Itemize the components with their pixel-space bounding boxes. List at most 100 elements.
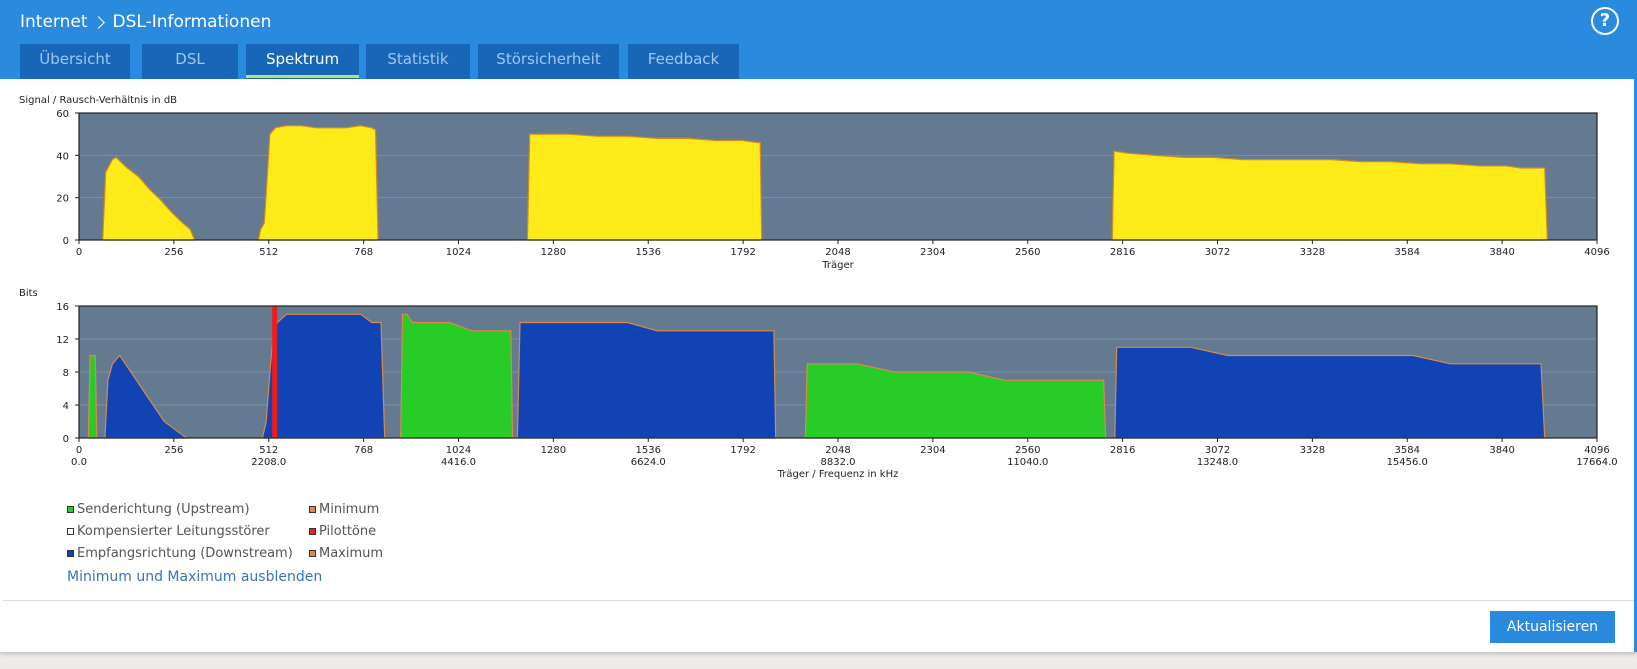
y-axis-title: Bits xyxy=(19,288,38,299)
x-tick-label: 1280 xyxy=(541,247,566,258)
tab-statistik[interactable]: Statistik xyxy=(366,44,470,79)
x-tick-label: 1792 xyxy=(730,445,755,456)
legend-compensated: Kompensierter Leitungsstörer xyxy=(67,524,270,539)
x-tick-label: 2816 xyxy=(1110,247,1135,258)
x-tick-label: 3072 xyxy=(1205,445,1230,456)
y-tick-label: 20 xyxy=(56,194,69,205)
x-tick-label: 4096 xyxy=(1584,445,1609,456)
tab-label: Statistik xyxy=(387,50,449,68)
x-axis-title: Träger / Frequenz in kHz xyxy=(777,469,899,480)
legend-label: Minimum xyxy=(319,502,380,517)
legend-label: Empfangsrichtung (Downstream) xyxy=(77,546,293,561)
x-tick-label: 2304 xyxy=(920,445,945,456)
legend-downstream: Empfangsrichtung (Downstream) xyxy=(67,546,293,561)
y-tick-label: 0 xyxy=(63,434,69,445)
downstream-area xyxy=(516,321,777,439)
legend-maximum: Maximum xyxy=(309,546,383,561)
tab-uebersicht[interactable]: Übersicht xyxy=(20,44,130,79)
snr-area xyxy=(1111,150,1548,241)
x-tick-label: 256 xyxy=(164,247,183,258)
tab-feedback[interactable]: Feedback xyxy=(628,44,739,79)
x-tick-label: 2048 xyxy=(825,247,850,258)
freq-tick-label: 13248.0 xyxy=(1197,457,1238,468)
x-tick-label: 256 xyxy=(164,445,183,456)
tab-label: Feedback xyxy=(647,50,720,68)
x-tick-label: 512 xyxy=(259,445,278,456)
upstream-area xyxy=(804,363,1107,439)
x-tick-label: 3584 xyxy=(1395,247,1420,258)
help-icon[interactable]: ? xyxy=(1591,7,1619,35)
x-tick-label: 2560 xyxy=(1015,445,1040,456)
tab-label: Übersicht xyxy=(39,50,111,68)
downstream-area xyxy=(261,313,386,439)
page-title: DSL-Informationen xyxy=(112,12,272,32)
breadcrumb: Internet DSL-Informationen xyxy=(20,10,271,34)
main-window: Internet DSL-Informationen ? Übersicht D… xyxy=(0,0,1637,652)
x-tick-label: 3584 xyxy=(1395,445,1420,456)
tab-stoersicherheit[interactable]: Störsicherheit xyxy=(478,44,619,79)
legend-pilot: Pilottöne xyxy=(309,524,376,539)
downstream-area xyxy=(1114,346,1546,439)
upstream-area xyxy=(400,313,514,439)
x-tick-label: 3328 xyxy=(1300,445,1325,456)
upstream-area xyxy=(87,354,98,439)
y-tick-label: 0 xyxy=(63,236,69,247)
snr-area xyxy=(526,133,763,241)
snr-area xyxy=(257,125,379,241)
x-tick-label: 2048 xyxy=(825,445,850,456)
legend-label: Kompensierter Leitungsstörer xyxy=(77,524,270,539)
toggle-minmax-link[interactable]: Minimum und Maximum ausblenden xyxy=(67,569,323,585)
y-tick-label: 12 xyxy=(56,335,69,346)
tab-label: Störsicherheit xyxy=(496,50,601,68)
tab-spektrum[interactable]: Spektrum xyxy=(246,44,359,79)
x-tick-label: 1792 xyxy=(730,247,755,258)
x-tick-label: 3840 xyxy=(1489,247,1514,258)
x-tick-label: 768 xyxy=(354,247,373,258)
freq-tick-label: 11040.0 xyxy=(1007,457,1048,468)
x-tick-label: 1280 xyxy=(541,445,566,456)
freq-tick-label: 15456.0 xyxy=(1387,457,1428,468)
x-tick-label: 1024 xyxy=(446,445,471,456)
x-tick-label: 2560 xyxy=(1015,247,1040,258)
x-tick-label: 1024 xyxy=(446,247,471,258)
x-axis-title: Träger xyxy=(821,260,854,271)
x-tick-label: 4096 xyxy=(1584,247,1609,258)
y-tick-label: 4 xyxy=(63,401,69,412)
legend-swatch xyxy=(309,528,316,535)
pilot-tone-mark xyxy=(272,306,278,438)
legend-swatch xyxy=(67,550,74,557)
x-tick-label: 2304 xyxy=(920,247,945,258)
legend-swatch xyxy=(67,528,74,535)
freq-tick-label: 8832.0 xyxy=(821,457,856,468)
legend-swatch xyxy=(67,506,74,513)
legend-label: Senderichtung (Upstream) xyxy=(77,502,250,517)
freq-tick-label: 4416.0 xyxy=(441,457,476,468)
x-tick-label: 2816 xyxy=(1110,445,1135,456)
breadcrumb-root[interactable]: Internet xyxy=(20,12,88,32)
x-tick-label: 0 xyxy=(76,445,82,456)
downstream-area xyxy=(104,354,189,439)
freq-tick-label: 0.0 xyxy=(71,457,87,468)
legend-label: Maximum xyxy=(319,546,384,561)
x-tick-label: 0 xyxy=(76,247,82,258)
tab-dsl[interactable]: DSL xyxy=(142,44,238,79)
x-tick-label: 3840 xyxy=(1489,445,1514,456)
legend-upstream: Senderichtung (Upstream) xyxy=(67,502,250,517)
y-tick-label: 40 xyxy=(56,151,69,162)
y-tick-label: 16 xyxy=(56,302,69,313)
legend-label: Pilottöne xyxy=(319,524,377,539)
update-button[interactable]: Aktualisieren xyxy=(1490,611,1615,643)
snr-area xyxy=(102,156,196,241)
x-tick-label: 512 xyxy=(259,247,278,258)
x-tick-label: 1536 xyxy=(636,445,661,456)
header-bar: Internet DSL-Informationen ? Übersicht D… xyxy=(0,0,1637,79)
y-tick-label: 60 xyxy=(56,109,69,120)
tab-label: DSL xyxy=(175,50,205,68)
legend-minimum: Minimum xyxy=(309,502,379,517)
freq-tick-label: 17664.0 xyxy=(1576,457,1617,468)
legend-swatch xyxy=(309,550,316,557)
x-tick-label: 3072 xyxy=(1205,247,1230,258)
y-axis-title: Signal / Rausch-Verhältnis in dB xyxy=(19,95,177,106)
x-tick-label: 1536 xyxy=(636,247,661,258)
